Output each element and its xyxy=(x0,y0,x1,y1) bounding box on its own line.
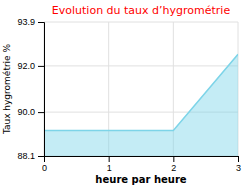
y-axis-title: Taux hygrométrie % xyxy=(2,43,12,135)
tick-label: 3 xyxy=(236,163,241,173)
tick-mark xyxy=(173,156,174,162)
tick-mark xyxy=(109,156,110,162)
tick: 1 xyxy=(107,156,112,173)
chart: 0 1 2 3 88.1 90.0 92.0 93.9 Evolution du taux d’… xyxy=(0,0,250,188)
axis-line xyxy=(38,23,45,157)
tick: 90.0 xyxy=(17,107,44,117)
tick-mark xyxy=(38,22,44,23)
y-axis: 88.1 90.0 92.0 93.9 xyxy=(17,17,44,161)
title: Evolution du taux d’hygrométrie xyxy=(52,4,231,17)
grid-line xyxy=(44,65,238,66)
tick: 3 xyxy=(236,156,241,173)
axis-line xyxy=(45,157,239,163)
tick: 93.9 xyxy=(17,17,44,27)
x-axis: 0 1 2 3 xyxy=(42,156,241,173)
tick-mark xyxy=(38,66,44,67)
marks xyxy=(44,54,238,156)
tick-label: 2 xyxy=(171,163,176,173)
tick-label: 92.0 xyxy=(17,61,35,71)
area xyxy=(44,54,238,156)
tick-label: 93.9 xyxy=(17,17,35,27)
tick: 0 xyxy=(42,156,47,173)
tick-label: 0 xyxy=(42,163,47,173)
x-axis-title: heure par heure xyxy=(95,174,186,185)
tick-mark xyxy=(238,156,239,162)
tick-label: 88.1 xyxy=(17,151,35,161)
tick-label: 90.0 xyxy=(17,107,35,117)
plot: 0 1 2 3 88.1 90.0 92.0 93.9 xyxy=(17,17,241,173)
tick-label: 1 xyxy=(107,163,112,173)
tick: 92.0 xyxy=(17,61,44,71)
grid-line xyxy=(44,22,238,23)
tick: 2 xyxy=(171,156,176,173)
tick-mark xyxy=(38,112,44,113)
tick-mark xyxy=(38,156,44,157)
grid xyxy=(44,22,238,156)
tick: 88.1 xyxy=(17,151,44,161)
line xyxy=(44,54,238,130)
